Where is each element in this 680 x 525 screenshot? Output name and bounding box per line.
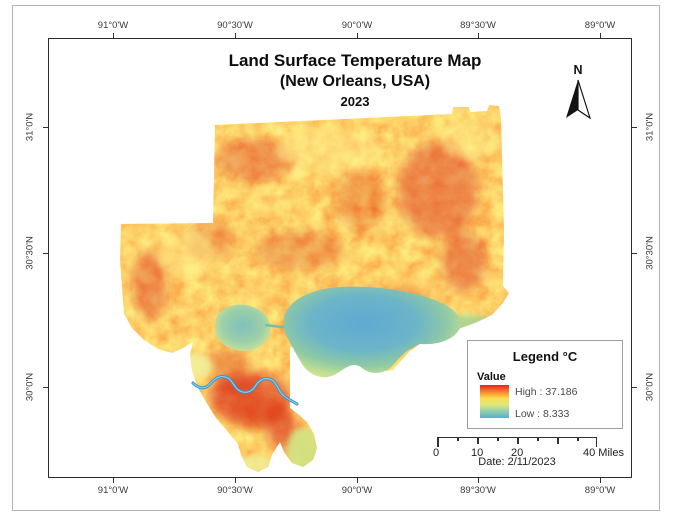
graticule-tick xyxy=(235,478,236,483)
latitude-label-left: 30°30'N xyxy=(24,236,36,270)
legend-layer-label: Value xyxy=(477,371,506,383)
map-title-block: Land Surface Temperature Map (New Orlean… xyxy=(150,50,560,111)
legend-box: Legend °C Value High : 37.186 Low : 8.33… xyxy=(467,340,623,429)
scale-bar-tick xyxy=(577,437,579,441)
hot-spot-overlay xyxy=(132,138,486,450)
map-title-line1: Land Surface Temperature Map xyxy=(228,51,482,70)
scale-label-40-miles: 40 Miles xyxy=(583,447,624,459)
map-date-label: Date: 2/11/2023 xyxy=(478,456,556,468)
graticule-tick xyxy=(600,478,601,483)
graticule-tick xyxy=(632,253,637,254)
graticule-tick xyxy=(235,33,236,38)
scale-bar-tick xyxy=(595,437,597,447)
graticule-tick xyxy=(113,478,114,483)
page-border xyxy=(12,5,660,511)
graticule-tick xyxy=(357,33,358,38)
longitude-label-top: 89°0'W xyxy=(584,20,616,31)
scale-bar-tick xyxy=(517,437,519,444)
map-title-year: 2023 xyxy=(340,94,370,109)
scale-bar: 0 10 20 40 Miles xyxy=(433,437,624,467)
map-title-line2: (New Orleans, USA) xyxy=(279,73,431,90)
graticule-tick xyxy=(113,33,114,38)
longitude-label-top: 90°0'W xyxy=(341,20,373,31)
latitude-label-right: 30°0'N xyxy=(644,372,656,402)
graticule-tick xyxy=(43,387,48,388)
scale-label-20: 20 xyxy=(511,447,524,459)
north-arrow-right-half xyxy=(577,79,592,120)
longitude-label-bottom: 89°30'W xyxy=(460,485,496,496)
scale-bar-tick xyxy=(477,437,479,444)
graticule-tick xyxy=(43,127,48,128)
graticule-tick xyxy=(43,253,48,254)
scale-bar-tick xyxy=(497,437,499,441)
lake-pontchartrain xyxy=(284,286,461,378)
graticule-tick xyxy=(600,33,601,38)
scale-label-0: 0 xyxy=(433,447,440,459)
scale-bar-tick xyxy=(457,437,459,441)
graticule-tick xyxy=(632,127,637,128)
north-arrow: N xyxy=(566,63,592,120)
longitude-label-top: 90°30'W xyxy=(217,20,253,31)
legend-title: Legend °C xyxy=(512,349,578,364)
longitude-label-bottom: 90°0'W xyxy=(341,485,373,496)
graticule-tick xyxy=(478,478,479,483)
longitude-label-bottom: 89°0'W xyxy=(584,485,616,496)
longitude-label-top: 89°30'W xyxy=(460,20,496,31)
latitude-label-right: 30°30'N xyxy=(644,236,656,270)
latitude-label-left: 31°0'N xyxy=(24,112,36,142)
latitude-label-right: 31°0'N xyxy=(644,112,656,142)
north-arrow-left-half xyxy=(566,80,578,118)
scale-label-10: 10 xyxy=(471,447,484,459)
graticule-tick xyxy=(357,478,358,483)
legend-high-label: High : 37.186 xyxy=(515,386,578,398)
graticule-tick xyxy=(478,33,479,38)
scale-bar-tick xyxy=(537,437,539,441)
latitude-label-left: 30°0'N xyxy=(24,372,36,402)
lake-maurepas xyxy=(215,304,271,352)
lst-raster-map xyxy=(120,105,509,472)
north-arrow-label: N xyxy=(573,63,582,77)
longitude-label-bottom: 91°0'W xyxy=(97,485,129,496)
scale-bar-tick xyxy=(557,437,559,444)
longitude-label-top: 91°0'W xyxy=(97,20,129,31)
longitude-label-bottom: 90°30'W xyxy=(217,485,253,496)
legend-low-label: Low : 8.333 xyxy=(515,408,570,420)
mississippi-river-highlight xyxy=(192,376,298,405)
scale-bar-tick xyxy=(437,437,439,447)
graticule-tick xyxy=(632,387,637,388)
legend-gradient-swatch xyxy=(480,385,509,418)
